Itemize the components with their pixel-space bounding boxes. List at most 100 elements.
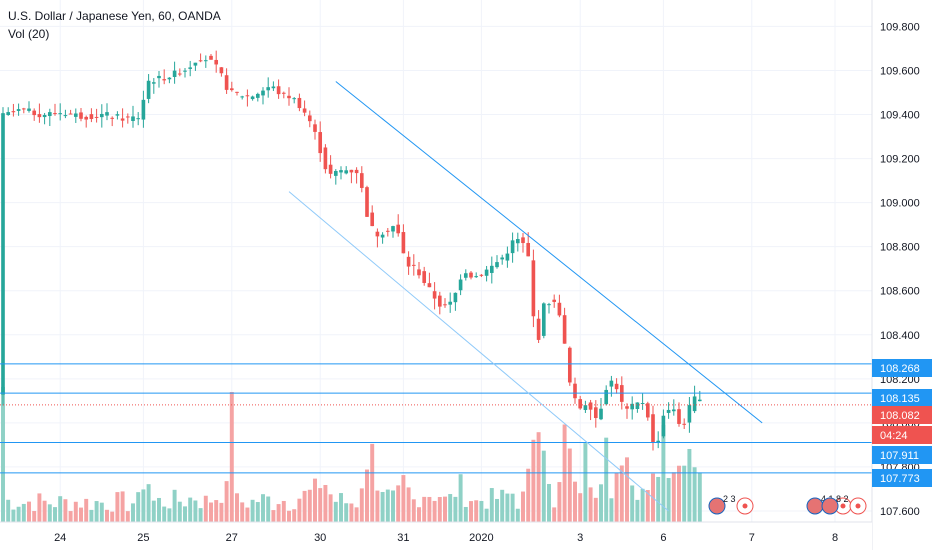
volume-bar [432,500,437,522]
volume-bar [183,506,187,522]
volume-bar [531,439,536,522]
y-tick-label: 109.000 [880,198,920,210]
candle [557,294,562,318]
candle [484,265,489,282]
candle [292,97,297,104]
candle [63,109,68,119]
candle [536,310,541,343]
candle [302,100,307,117]
volume-bar [333,501,338,522]
candle [656,431,661,449]
volume-bar [214,500,219,522]
candle [214,50,219,73]
volume-bar [53,507,57,522]
volume-bar [677,465,681,522]
volume-bar [593,497,598,522]
volume-bar [42,500,47,522]
candle-body [37,114,42,118]
volume-bar [68,511,73,522]
candle-body [177,73,182,75]
candle-body [417,269,421,276]
volume-bar [281,500,286,522]
x-tick-label: 31 [397,532,409,544]
candle [432,282,437,310]
volume-bar [443,496,447,522]
x-tick-label: 8 [832,532,838,544]
candle [677,402,681,427]
volume-bar [151,500,156,522]
candle-body [469,272,473,278]
candle [645,401,650,421]
candle-body [250,96,255,100]
candle [489,256,494,284]
candle-body [583,405,588,410]
volume-bar [146,484,151,522]
candle-body [110,117,115,119]
candle [323,144,328,174]
candle-body [578,399,583,409]
candle-body [167,77,172,80]
candle-body [599,408,603,420]
volume-bar [474,500,479,522]
candle-body [183,70,187,72]
candle [531,249,536,328]
candle [604,385,609,406]
volume-bar [671,472,676,522]
volume-bar [469,501,473,522]
volume-bar [489,488,494,522]
candle [630,396,635,420]
candle-body [219,67,224,74]
candle [422,266,427,286]
volume-bar [557,482,562,522]
candle [495,255,499,269]
candle-body [547,304,551,306]
volume-bar [630,485,635,522]
candle-body [567,347,572,383]
candle-body [94,116,99,118]
candle-body [682,423,687,425]
candle [141,90,146,128]
candle [313,119,317,140]
candle-body [354,169,359,174]
candle [385,228,390,237]
candle-body [671,409,676,412]
volume-indicator-label[interactable]: Vol (20) [8,27,50,41]
volume-bar [120,491,125,522]
candle-body [188,67,193,69]
candle [510,232,515,263]
candle-body [536,318,541,340]
candle [526,232,531,257]
candle-body [32,110,37,116]
volume-bar [515,508,520,522]
volume-bar [375,490,380,522]
candle [79,107,83,122]
candle-body [84,116,89,120]
candle-body [47,112,52,117]
volume-bar [224,481,229,522]
candle-body [661,415,666,437]
y-tick-label: 108.600 [880,286,920,298]
candle [120,108,125,128]
candle-body [370,212,375,227]
volume-bar [541,450,546,522]
candle-body [209,55,213,60]
candle-body [432,291,437,299]
volume-bar [614,473,619,522]
event-count: 8 2 [836,494,849,504]
price-label-text: 04:24 [880,430,908,442]
volume-bar [453,496,458,522]
candle [146,74,151,104]
candle-body [630,403,635,410]
volume-bar [573,481,577,522]
y-tick-label: 109.200 [880,154,920,166]
volume-bar [193,500,198,522]
candle-body [21,108,26,110]
candle [339,166,343,180]
candle-body [281,92,286,94]
candle-body [453,292,458,303]
candle [281,91,286,99]
candle [167,77,172,84]
volume-bar [84,498,89,522]
volume-bar [307,489,312,522]
